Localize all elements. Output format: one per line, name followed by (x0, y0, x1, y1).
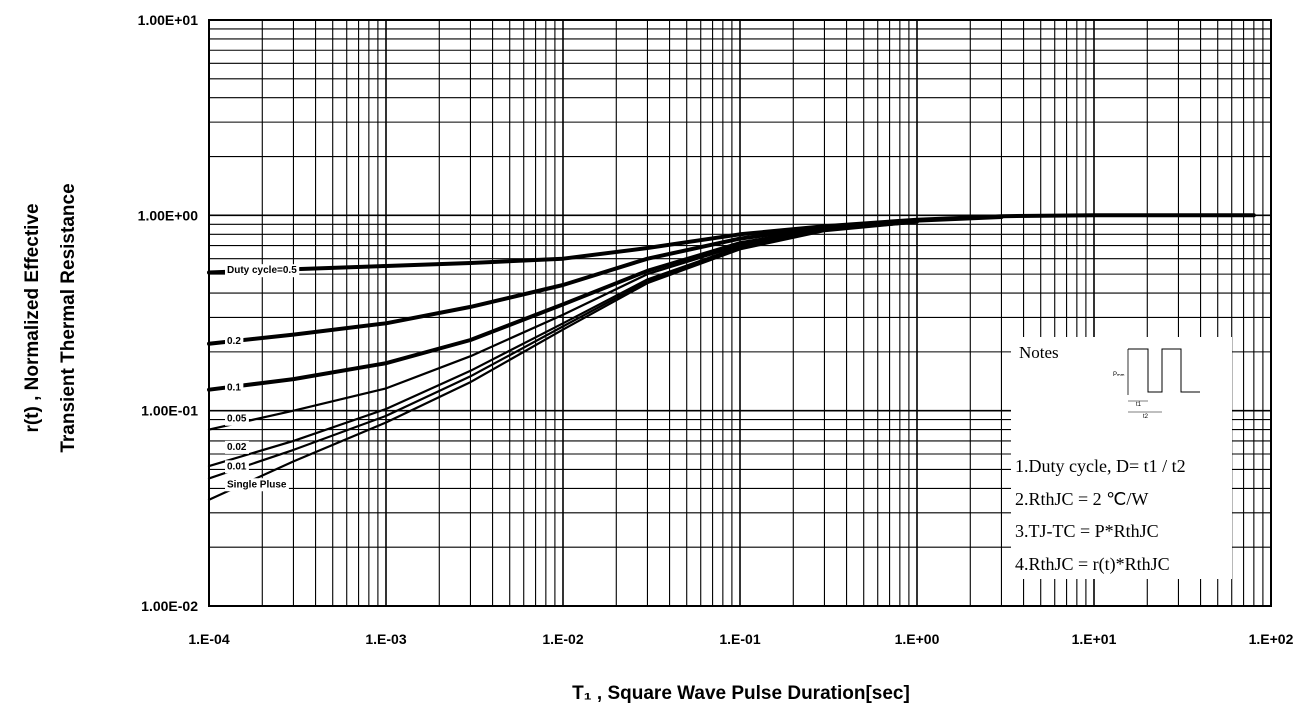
grid-lines (208, 20, 1271, 607)
series-label: Single Pluse (227, 479, 287, 490)
series-label-background (225, 335, 244, 349)
y-tick-label: 1.00E-01 (141, 403, 198, 419)
y-tick-label: 1.00E-02 (141, 598, 198, 614)
curve-labels: Duty cycle=0.5 0.2 0.1 0.05 0.02 0.01 Single P… (225, 264, 300, 492)
series-label: 0.05 (227, 414, 247, 425)
note-line-3: 3.TJ-TC = P*RthJC (1015, 521, 1159, 541)
x-tick-label: 1.E-03 (365, 631, 406, 647)
notes-title: Notes (1019, 343, 1059, 362)
pulse-label-p: Pₘₘ (1113, 372, 1125, 378)
series-line (207, 213, 1256, 275)
y-tick-label: 1.00E+00 (138, 207, 199, 223)
x-axis-title: T₁ , Square Wave Pulse Duration[sec] (572, 683, 910, 704)
y-axis-title: r(t) , Normalized Effective Transient Th… (22, 183, 79, 452)
pulse-label-t2: t2 (1143, 414, 1149, 420)
y-tick-labels: 1.00E+01 1.00E+00 1.00E-01 1.00E-02 (138, 12, 199, 614)
series-label-background (225, 381, 244, 395)
y-tick-label: 1.00E+01 (138, 12, 199, 28)
series-line (207, 221, 919, 501)
pulse-label-t1: t1 (1136, 402, 1142, 408)
x-tick-label: 1.E-01 (719, 631, 760, 647)
x-tick-labels: 1.E-04 1.E-03 1.E-02 1.E-01 1.E+00 1.E+01 1.E+… (188, 631, 1293, 647)
series-label-background (225, 264, 300, 278)
notes-background (1011, 337, 1232, 579)
y-axis-title-line-1: r(t) , Normalized Effective (22, 203, 43, 432)
plot-frame (208, 19, 1272, 607)
series-line (207, 215, 1004, 346)
notes-box: Notes Pₘₘ t1 t2 1.Duty cycle, D= t1 / t2… (1011, 337, 1232, 579)
series-label: 0.01 (227, 461, 247, 472)
series-label-background (225, 478, 289, 492)
series-label: 0.2 (227, 336, 241, 347)
series-label-background (225, 440, 249, 454)
x-tick-label: 1.E+00 (895, 631, 940, 647)
x-tick-label: 1.E+01 (1072, 631, 1117, 647)
x-tick-label: 1.E-02 (542, 631, 583, 647)
series-label: 0.02 (227, 442, 247, 453)
series-label-background (225, 460, 249, 474)
x-tick-label: 1.E-04 (188, 631, 229, 647)
pulse-diagram-icon: Pₘₘ t1 t2 (1113, 348, 1200, 420)
series-label-background (225, 412, 249, 426)
note-line-2: 2.RthJC = 2 ℃/W (1015, 489, 1148, 509)
y-axis-title-line-2: Transient Thermal Resistance (58, 183, 79, 452)
series-label: Duty cycle=0.5 (227, 265, 297, 276)
curves (207, 213, 1256, 501)
series-label: 0.1 (227, 382, 241, 393)
note-line-4: 4.RthJC = r(t)*RthJC (1015, 554, 1170, 575)
note-line-1: 1.Duty cycle, D= t1 / t2 (1015, 456, 1186, 476)
x-tick-label: 1.E+02 (1249, 631, 1294, 647)
